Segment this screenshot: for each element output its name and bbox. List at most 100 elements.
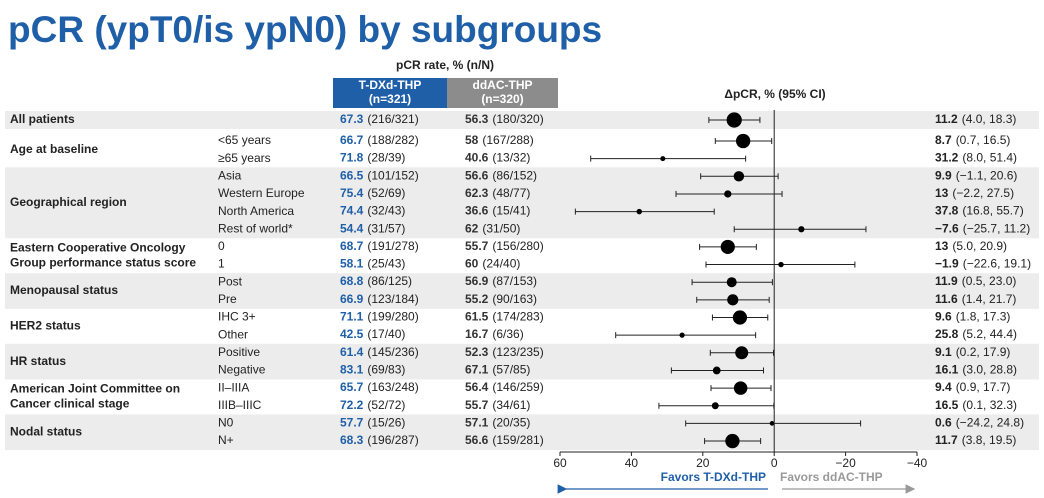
rate: 36.6 (15/41)	[465, 204, 530, 218]
x-tick-label: 60	[553, 456, 567, 470]
ci-label: (3.8, 19.5)	[962, 433, 1017, 447]
delta-value: −7.6	[935, 221, 959, 235]
group-label: Cancer clinical stage	[10, 397, 130, 411]
group-band	[5, 167, 1039, 239]
favors-left: Favors T-DXd-THP	[661, 470, 766, 484]
subgroup-label: IHC 3+	[218, 310, 256, 324]
subgroup-label: Rest of world*	[218, 221, 293, 235]
group-label: All patients	[10, 112, 75, 126]
favors-right: Favors ddAC-THP	[780, 470, 883, 484]
rate-n: (199/280)	[367, 310, 418, 324]
rate-value: 56.9	[465, 274, 489, 288]
arm-header-box	[333, 78, 447, 108]
rate-n: (48/77)	[492, 186, 530, 200]
group-label: Group performance status score	[10, 255, 196, 269]
rate-value: 42.5	[340, 327, 364, 341]
rate-n: (28/39)	[367, 151, 405, 165]
group-label: Nodal status	[10, 424, 82, 438]
point-estimate	[727, 294, 739, 306]
rate: 74.4 (32/43)	[340, 204, 405, 218]
point-estimate	[798, 226, 805, 233]
effect: 11.9 (0.5, 23.0)	[935, 274, 1016, 288]
rate-n: (15/41)	[492, 204, 530, 218]
rate-value: 58.1	[340, 257, 364, 271]
arm-n: (n=321)	[369, 92, 411, 106]
rate: 71.8 (28/39)	[340, 151, 405, 165]
rate-n: (163/248)	[367, 380, 418, 394]
rate-value: 74.4	[340, 204, 364, 218]
rate-n: (52/69)	[367, 186, 405, 200]
point-estimate	[679, 332, 685, 338]
delta-value: 9.9	[935, 168, 952, 182]
group-band	[5, 414, 1039, 451]
rate: 68.7 (191/278)	[340, 239, 419, 253]
rate-value: 61.4	[340, 345, 364, 359]
x-tick-label: −40	[907, 456, 928, 470]
rate-n: (174/283)	[492, 310, 543, 324]
rate: 66.7 (188/282)	[340, 133, 419, 147]
rate-value: 67.3	[340, 112, 364, 126]
rate-value: 57.7	[340, 416, 364, 430]
rate-value: 16.7	[465, 327, 489, 341]
group-label: Geographical region	[10, 195, 127, 209]
effect: 11.2 (4.0, 18.3)	[935, 112, 1016, 126]
rate: 60 (24/40)	[465, 257, 520, 271]
rate: 52.3 (123/235)	[465, 345, 544, 359]
rate-value: 52.3	[465, 345, 489, 359]
rate-value: 65.7	[340, 380, 364, 394]
arm-header-box	[447, 78, 558, 108]
delta-value: 8.7	[935, 133, 952, 147]
delta-value: 0.6	[935, 416, 952, 430]
rate-value: 83.1	[340, 363, 364, 377]
x-tick-label: 0	[771, 456, 778, 470]
subgroup-label: Pre	[218, 292, 237, 306]
effect: 31.2 (8.0, 51.4)	[935, 151, 1017, 165]
rate-n: (34/61)	[492, 398, 530, 412]
ci-label: (1.4, 21.7)	[962, 292, 1017, 306]
bands	[5, 111, 1039, 451]
rate: 56.6 (159/281)	[465, 433, 544, 447]
rate-n: (188/282)	[367, 133, 418, 147]
rate-value: 68.8	[340, 274, 364, 288]
ci-label: (−2.2, 27.5)	[952, 186, 1014, 200]
rate: 54.4 (31/57)	[340, 221, 405, 235]
subgroup-label: Western Europe	[218, 186, 305, 200]
rate-n: (123/184)	[367, 292, 418, 306]
rate-value: 56.4	[465, 380, 489, 394]
rate-value: 66.5	[340, 168, 364, 182]
subgroup-label: North America	[218, 204, 294, 218]
point-estimate	[660, 156, 666, 162]
subgroup-label: ≥65 years	[218, 151, 271, 165]
x-tick-label: 20	[696, 456, 710, 470]
point-estimate	[732, 310, 748, 325]
point-estimate	[726, 112, 742, 128]
group-band	[5, 273, 1039, 309]
group-label: Eastern Cooperative Oncology	[10, 240, 186, 254]
rate: 55.2 (90/163)	[465, 292, 537, 306]
delta-value: −1.9	[935, 257, 959, 271]
delta-value: 13	[935, 186, 949, 200]
rate-value: 71.1	[340, 310, 364, 324]
ci-label: (−1.1, 20.6)	[956, 168, 1018, 182]
rate-n: (31/50)	[482, 221, 520, 235]
x-tick-label: 40	[625, 456, 639, 470]
effect-header: ΔpCR, % (95% CI)	[724, 87, 825, 101]
rate-value: 56.6	[465, 168, 489, 182]
rate-value: 36.6	[465, 204, 489, 218]
subgroup-label: 1	[218, 257, 225, 271]
delta-value: 9.4	[935, 380, 952, 394]
point-estimate	[769, 421, 775, 426]
rate-n: (24/40)	[482, 257, 520, 271]
rate: 66.9 (123/184)	[340, 292, 419, 306]
delta-value: 25.8	[935, 327, 959, 341]
ci-label: (5.0, 20.9)	[952, 239, 1007, 253]
rate-value: 56.3	[465, 112, 489, 126]
ci-label: (3.0, 28.8)	[962, 363, 1017, 377]
group-label: Menopausal status	[10, 283, 118, 297]
rate: 58 (167/288)	[465, 133, 534, 147]
rate: 56.3 (180/320)	[465, 112, 544, 126]
rate-n: (15/26)	[367, 416, 405, 430]
effect: 13 (5.0, 20.9)	[935, 239, 1007, 253]
rate-value: 62.3	[465, 186, 489, 200]
group-label: HER2 status	[10, 318, 81, 332]
